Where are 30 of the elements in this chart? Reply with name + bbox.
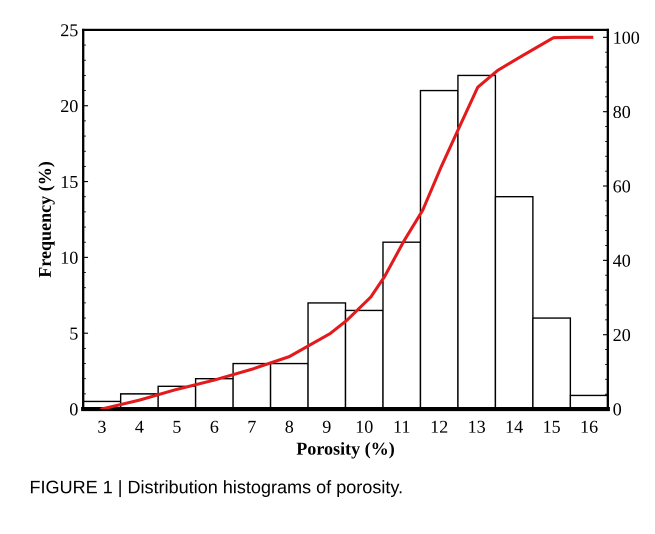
y2-tick-label: 100: [614, 32, 640, 44]
x-tick-label: 5: [173, 420, 181, 433]
x-tick-label: 3: [98, 420, 106, 433]
y2-tick-label: 60: [613, 180, 630, 192]
x-tick-label: 13: [469, 420, 485, 433]
x-tick-label: 16: [582, 420, 598, 433]
line-series: [100, 36, 594, 410]
y2-tick-label: 80: [613, 106, 630, 118]
y-axis-title: Frequency (%): [38, 162, 55, 278]
y-tick-label: 0: [70, 403, 78, 416]
x-tick-label: 7: [248, 420, 256, 433]
y2-tick-label: 40: [613, 254, 630, 267]
x-tick-label: 4: [135, 420, 144, 433]
caption: FIGURE 1 | Distribution histograms of porosity.: [30, 480, 402, 498]
y2-tick-label: 0: [613, 403, 622, 416]
x-tick-label: 9: [322, 420, 331, 433]
y2-tick-label: 20: [613, 328, 630, 342]
x-tick-label: 12: [432, 420, 448, 433]
x-tick-label: 6: [210, 420, 218, 433]
x-tick-label: 10: [356, 420, 373, 433]
x-tick-label: 14: [506, 420, 523, 433]
y-tick-label: 10: [62, 252, 78, 264]
y-tick-label: 20: [61, 100, 78, 112]
x-tick-label: 15: [544, 420, 560, 433]
x-tick-label: 8: [285, 420, 294, 433]
y-tick-label: 25: [61, 24, 78, 36]
x-tick-label: 11: [394, 420, 410, 433]
y-tick-label: 5: [70, 328, 78, 340]
x-axis-title: Porosity (%): [296, 442, 394, 459]
y-tick-label: 15: [62, 176, 78, 188]
